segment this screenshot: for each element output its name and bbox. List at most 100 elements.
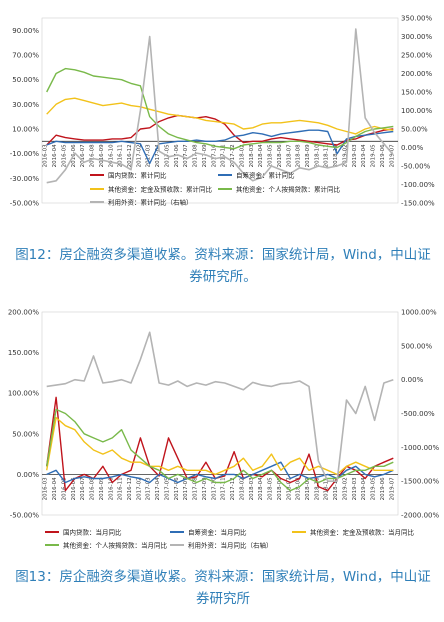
legend-label-5: 利用外资：累计同比（右轴） <box>108 198 193 207</box>
x-tick-label: 2019-05 <box>371 477 377 500</box>
x-tick-label: 2016-10 <box>108 144 114 167</box>
x-tick-label: 2016-12 <box>127 144 133 167</box>
x-tick-label: 2016-09 <box>99 144 105 167</box>
y-right-tick-label: 1000.00% <box>401 309 437 317</box>
x-tick-label: 2017-02 <box>136 144 142 167</box>
x-tick-label: 2018-10 <box>314 144 320 167</box>
x-tick-label: 2017-09 <box>202 477 208 500</box>
x-tick-label: 2017-02 <box>136 477 142 500</box>
x-tick-label: 2016-05 <box>61 144 67 167</box>
y-left-tick-label: 100.00% <box>8 390 39 398</box>
x-tick-label: 2018-09 <box>305 144 311 167</box>
y-right-tick-label: -50.00% <box>401 163 431 171</box>
caption-chart-1: 图12：房企融资多渠道收紧。资料来源：国家统计局，Wind，中山证券研究所。 <box>15 247 431 285</box>
x-tick-label: 2016-08 <box>90 477 96 500</box>
x-tick-label: 2017-08 <box>193 477 199 500</box>
legend-label-4: 其他资金：个人按揭贷款：当月同比 <box>63 541 168 550</box>
x-tick-label: 2016-11 <box>118 477 124 500</box>
x-tick-label: 2018-09 <box>305 477 311 500</box>
caption-chart-2: 图13：房企融资多渠道收紧。资料来源：国家统计局，Wind，中山证券研究所 <box>15 569 431 607</box>
x-tick-label: 2019-06 <box>380 144 386 167</box>
y-left-tick-label: 90.00% <box>12 27 39 35</box>
x-tick-label: 2019-03 <box>352 477 358 500</box>
x-tick-label: 2018-07 <box>286 477 292 500</box>
y-right-tick-label: -1000.00% <box>401 444 439 452</box>
x-tick-label: 2017-04 <box>155 477 161 500</box>
legend-label-2: 自筹资金：累计同比 <box>236 171 295 180</box>
x-tick-label: 2017-12 <box>230 477 236 500</box>
x-tick-label: 2018-04 <box>258 144 264 167</box>
series-line-3 <box>46 97 394 135</box>
x-tick-label: 2018-12 <box>333 144 339 167</box>
y-left-tick-label: -50.00% <box>10 512 40 520</box>
plot-frame <box>41 17 399 204</box>
x-tick-label: 2017-10 <box>211 477 217 500</box>
x-tick-label: 2018-06 <box>277 144 283 167</box>
y-right-tick-label: 100.00% <box>401 107 432 115</box>
legend-label-1: 国内贷款：当月同比 <box>63 528 122 537</box>
x-tick-label: 2018-03 <box>249 144 255 167</box>
y-right-tick-label: -500.00% <box>401 410 435 418</box>
y-left-tick-label: -10.00% <box>10 150 40 158</box>
x-tick-label: 2017-12 <box>230 144 236 167</box>
x-tick-label: 2018-08 <box>296 477 302 500</box>
x-tick-label: 2018-12 <box>333 477 339 500</box>
x-tick-label: 2017-04 <box>155 144 161 167</box>
x-tick-label: 2017-07 <box>183 477 189 500</box>
x-tick-label: 2018-08 <box>296 144 302 167</box>
x-tick-label: 2018-02 <box>239 144 245 167</box>
x-tick-label: 2016-12 <box>127 477 133 500</box>
x-tick-label: 2019-07 <box>389 477 395 500</box>
x-tick-label: 2018-06 <box>277 477 283 500</box>
x-tick-label: 2018-10 <box>314 477 320 500</box>
chart-2: -50.00% 0.00% 50.00% 100.00% 150.00% 200.00% -… <box>8 309 440 550</box>
y-right-tick-label: 500.00% <box>401 342 432 350</box>
x-tick-label: 2016-07 <box>80 144 86 167</box>
x-tick-label: 2017-03 <box>146 144 152 167</box>
y-right-tick-label: 50.00% <box>401 126 428 134</box>
x-tick-label: 2019-04 <box>361 477 367 500</box>
legend-label-4: 其他资金：个人按揭贷款：累计同比 <box>236 185 341 194</box>
series-line-4 <box>46 67 394 150</box>
y-left-tick-label: 150.00% <box>8 349 39 357</box>
y-right-tick-label: -1500.00% <box>401 478 439 486</box>
y-right-tick-label: -100.00% <box>401 181 435 189</box>
x-tick-label: 2016-03 <box>43 477 49 500</box>
x-tick-label: 2017-03 <box>146 477 152 500</box>
x-tick-label: 2016-03 <box>43 144 49 167</box>
y-left-tick-label: -30.00% <box>10 175 40 183</box>
x-tick-label: 2017-09 <box>202 144 208 167</box>
x-tick-label: 2018-02 <box>239 477 245 500</box>
series-line-5 <box>46 331 394 482</box>
x-tick-label: 2017-10 <box>211 144 217 167</box>
x-tick-label: 2019-02 <box>342 144 348 167</box>
y-left-tick-label: 30.00% <box>12 101 39 109</box>
x-tick-label: 2016-05 <box>61 477 67 500</box>
legend-label-5: 利用外资：当月同比（右轴） <box>188 541 273 550</box>
x-tick-label: 2016-10 <box>108 477 114 500</box>
x-tick-label: 2018-11 <box>324 144 330 167</box>
x-tick-label: 2018-03 <box>249 477 255 500</box>
x-tick-label: 2016-04 <box>52 144 58 167</box>
x-tick-label: 2019-02 <box>342 477 348 500</box>
y-left-tick-label: 50.00% <box>12 430 39 438</box>
x-tick-label: 2017-08 <box>193 144 199 167</box>
x-tick-label: 2017-06 <box>174 477 180 500</box>
x-tick-label: 2018-05 <box>268 477 274 500</box>
x-tick-label: 2019-07 <box>389 144 395 167</box>
y-right-tick-label: -150.00% <box>401 200 435 208</box>
x-tick-label: 2016-07 <box>80 477 86 500</box>
x-tick-label: 2019-05 <box>371 144 377 167</box>
x-tick-label: 2018-05 <box>268 144 274 167</box>
x-tick-label: 2016-06 <box>71 477 77 500</box>
series-line-3 <box>46 416 394 476</box>
x-tick-label: 2019-04 <box>361 144 367 167</box>
x-tick-label: 2017-11 <box>221 477 227 500</box>
series-line-5 <box>46 28 394 184</box>
legend-label-3: 其他资金：定金及预收款：累计同比 <box>108 185 213 194</box>
y-right-tick-label: -2000.00% <box>401 512 439 520</box>
x-tick-label: 2016-08 <box>90 144 96 167</box>
x-tick-label: 2016-04 <box>52 477 58 500</box>
y-right-tick-label: 300.00% <box>401 33 432 41</box>
x-tick-label: 2017-05 <box>164 477 170 500</box>
